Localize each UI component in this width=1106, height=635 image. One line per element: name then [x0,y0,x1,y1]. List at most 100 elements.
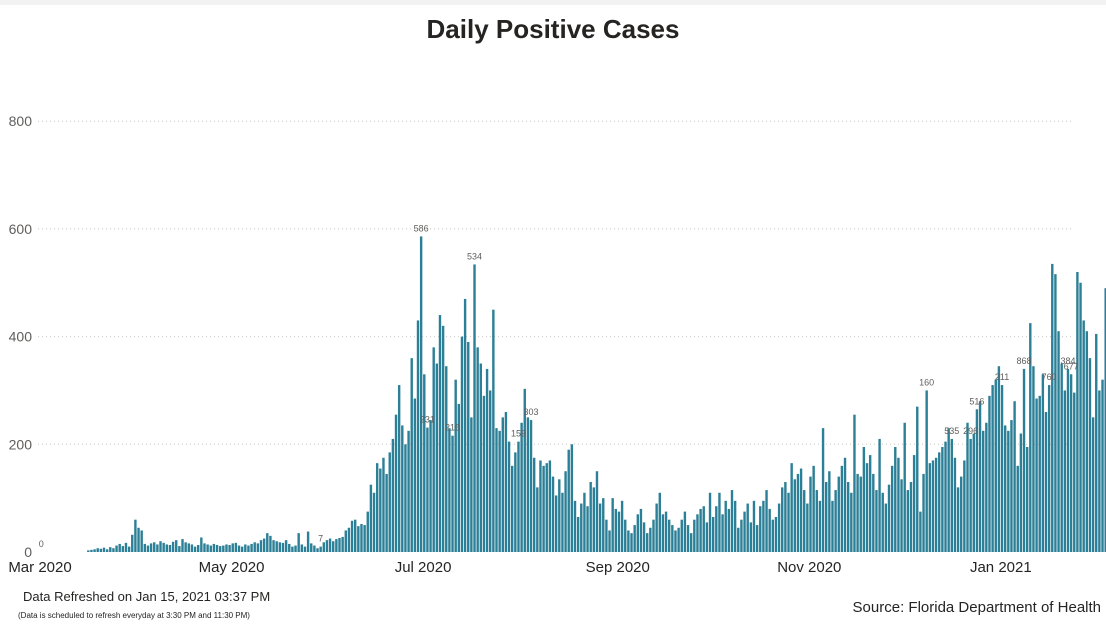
bar [934,457,938,552]
bar [825,481,828,552]
bar [171,541,175,552]
bar [693,519,696,552]
bar [184,542,187,552]
bar [796,473,800,552]
bar [1088,358,1092,552]
top-band [0,0,1106,5]
bar [369,484,373,552]
bar [476,347,479,552]
y-tick-label: 400 [9,329,33,345]
bar [646,533,649,552]
bar [165,544,168,552]
data-label: 516 [969,396,984,406]
bar [187,543,190,552]
bar [536,487,539,552]
bar [168,544,172,552]
bar [306,531,310,552]
bar [686,525,690,552]
bar [328,538,332,552]
bar [1066,368,1070,552]
bar [875,490,878,552]
bar [291,546,294,552]
bar [542,465,545,552]
bar [655,503,658,552]
bar [240,546,244,552]
bar [1073,392,1076,552]
bar [947,428,950,552]
bar [771,519,775,552]
bar [561,492,564,552]
bar [118,543,121,552]
bar [912,455,916,552]
bar [922,473,925,552]
bar [310,543,313,552]
bar [919,511,922,552]
bar [262,538,266,552]
bar [1003,425,1007,552]
bar [583,492,586,552]
bar [576,516,580,552]
bar [642,522,646,552]
bar [743,511,746,552]
data-label: 303 [524,407,539,417]
bar [975,409,979,552]
bar [244,544,247,552]
bar [335,539,338,552]
bar [897,457,900,552]
bar [846,481,850,552]
bar [674,530,677,552]
bar [498,430,501,552]
bar [463,298,467,552]
data-label: 231 [420,415,435,425]
bar [790,463,793,552]
bar [715,506,718,552]
bar [347,527,351,552]
bar [721,514,724,552]
bar [467,341,470,552]
bar [504,411,508,552]
bar-series [87,236,1106,552]
bar [658,492,661,552]
bar [357,526,360,552]
x-tick-label: Jan 2021 [970,559,1032,576]
bar [768,508,771,552]
refresh-schedule-note: (Data is scheduled to refresh everyday a… [18,611,250,620]
data-label: 534 [467,251,482,261]
bar [1047,385,1051,552]
bar [1029,323,1032,552]
bar [853,414,856,552]
bar [762,500,765,552]
bar [322,542,325,552]
bar [375,463,379,552]
bar [127,546,131,552]
bar [903,422,906,552]
bar [680,519,683,552]
bar [523,388,526,552]
bar [269,535,272,552]
bar [925,390,928,552]
bar [821,428,825,552]
bar [303,546,307,552]
bar [1095,333,1098,552]
bar [1057,331,1060,552]
bar [134,519,137,552]
bar [784,481,787,552]
bar [931,460,935,552]
bar [696,514,699,552]
bar [881,492,884,552]
bar [181,539,184,552]
bar [1101,379,1104,552]
bar [812,465,815,552]
y-tick-label: 200 [9,436,33,452]
bar [1082,320,1085,552]
bar [197,544,200,552]
bar [316,548,319,552]
y-tick-label: 800 [9,113,33,129]
bar [664,511,668,552]
bar [1022,368,1026,552]
bar [1025,446,1029,552]
bar [454,379,457,552]
bar [978,401,982,552]
bar [162,542,165,552]
bar [300,544,304,552]
